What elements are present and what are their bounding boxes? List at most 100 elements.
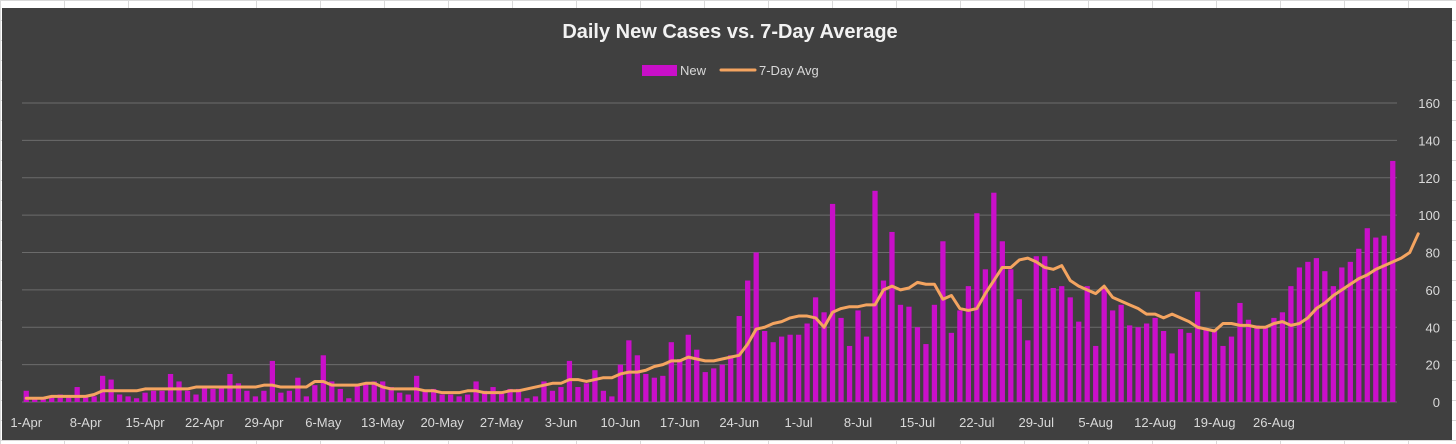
bar-new (1279, 312, 1286, 402)
bar-new (1254, 325, 1260, 402)
bar-new (685, 334, 691, 402)
bar-new (592, 370, 598, 402)
bar-new (1025, 340, 1031, 402)
bar-new (1152, 317, 1158, 402)
bar-new (142, 392, 148, 402)
bar-new (872, 190, 878, 402)
bar-new (1194, 291, 1201, 402)
bar-new (269, 360, 276, 402)
bar-new (566, 360, 573, 402)
bar-new (779, 336, 785, 402)
bar-new (991, 192, 997, 402)
bar-new (1050, 288, 1056, 402)
bar-new (1127, 325, 1133, 402)
bar-new (448, 394, 454, 402)
x-tick-label: 3-Jun (545, 415, 578, 430)
bar-new (380, 381, 386, 402)
bar-new (1296, 267, 1303, 402)
bar-new (728, 355, 734, 402)
bar-new (252, 396, 259, 402)
bar-new (201, 387, 208, 402)
y-tick-label: 100 (1418, 208, 1440, 223)
bar-new (677, 359, 683, 402)
x-tick-label: 5-Aug (1078, 415, 1113, 430)
x-tick-label: 8-Apr (70, 415, 102, 430)
bar-new (303, 396, 309, 402)
bar-new (286, 390, 292, 402)
bar-new (329, 381, 335, 402)
bar-new (1160, 330, 1167, 402)
y-tick-label: 40 (1426, 320, 1440, 335)
bar-new (116, 394, 123, 402)
bar-new (193, 394, 199, 402)
bar-new (312, 385, 318, 402)
bar-new (1322, 271, 1328, 402)
bar-new (694, 349, 700, 402)
bar-new (1186, 332, 1192, 402)
bar-new (1390, 160, 1396, 402)
x-tick-label: 1-Jul (785, 415, 813, 430)
bar-new (32, 398, 38, 402)
bar-new (965, 286, 971, 402)
bar-new (863, 336, 870, 402)
x-axis-ticks: 1-Apr 8-Apr 15-Apr 22-Apr 29-Apr 6-May 13-May 2… (10, 415, 1295, 430)
bar-new (133, 398, 140, 402)
bar-new (1101, 288, 1107, 402)
y-tick-label: 160 (1418, 96, 1440, 111)
x-tick-label: 6-May (305, 415, 342, 430)
bar-new (498, 392, 505, 402)
bar-new (159, 390, 165, 402)
y-tick-label: 60 (1426, 283, 1440, 298)
bar-new (57, 394, 63, 402)
x-tick-label: 1-Apr (10, 415, 42, 430)
chart-title: Daily New Cases vs. 7-Day Average (562, 21, 897, 43)
x-tick-label: 10-Jun (601, 415, 641, 430)
bar-new (711, 368, 717, 402)
bar-new (1076, 321, 1082, 402)
bar-new (1042, 256, 1048, 402)
x-tick-label: 13-May (361, 415, 405, 430)
y-tick-label: 140 (1418, 133, 1440, 148)
bar-new (354, 385, 360, 402)
bar-new (235, 383, 242, 402)
y-tick-label: 120 (1418, 171, 1440, 186)
bar-new (1143, 323, 1150, 402)
legend: New 7-Day Avg (642, 63, 819, 78)
bar-new (524, 398, 530, 402)
bar-new (940, 241, 946, 402)
bar-new (829, 203, 836, 402)
bar-new (787, 334, 793, 402)
bar-new (600, 390, 607, 402)
series-new-bars (23, 160, 1396, 403)
bar-new (558, 387, 564, 402)
bar-new (464, 394, 471, 402)
bar-new (762, 330, 768, 402)
bar-new (388, 387, 394, 402)
bar-new (261, 390, 267, 402)
bar-new (651, 377, 657, 402)
x-tick-label: 22-Apr (185, 415, 225, 430)
bar-new (846, 345, 853, 402)
bar-new (541, 381, 547, 402)
bar-new (1110, 310, 1116, 402)
bar-new (49, 396, 55, 402)
bar-new (74, 387, 80, 402)
bar-new (532, 396, 539, 402)
bar-new (1135, 327, 1141, 402)
bar-new (948, 332, 955, 402)
bar-new (150, 390, 157, 402)
bar-new (405, 394, 411, 402)
chart-area[interactable]: Daily New Cases vs. 7-Day Average New 7-… (2, 8, 1452, 440)
bar-new (1228, 336, 1235, 402)
bar-new (1118, 304, 1124, 402)
bar-new (218, 387, 225, 402)
bar-new (1033, 256, 1039, 402)
bar-new (431, 388, 437, 402)
bar-new (439, 394, 445, 402)
bar-new (295, 377, 301, 402)
bar-new (982, 269, 988, 402)
bar-new (507, 388, 513, 402)
bar-new (1330, 286, 1336, 402)
bar-new (515, 388, 522, 402)
bar-new (337, 388, 343, 402)
